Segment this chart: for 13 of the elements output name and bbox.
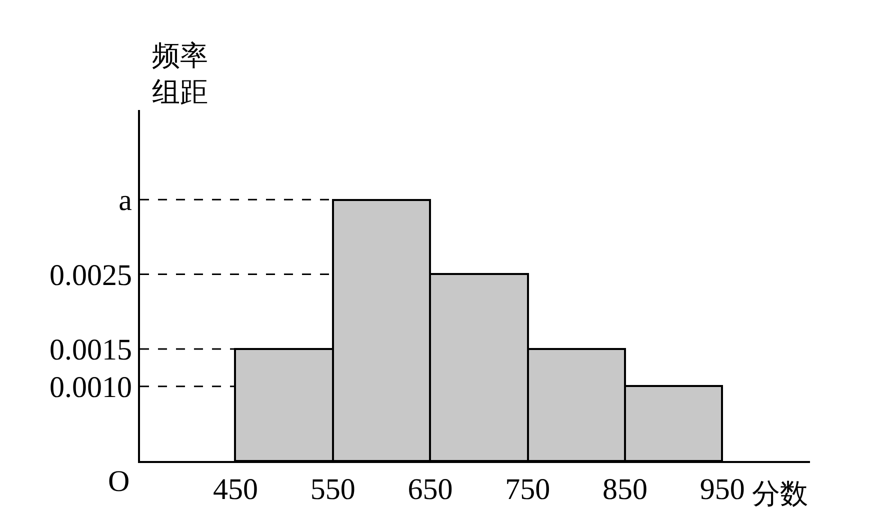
y-axis-title: 频率组距: [152, 39, 208, 108]
y-tick-label: 0.0010: [50, 370, 132, 404]
x-tick-label: 650: [408, 473, 453, 506]
x-tick-label: 750: [505, 473, 550, 506]
y-tick-label: a: [118, 184, 132, 218]
y-tick-label: 0.0015: [50, 333, 132, 366]
text: O: [108, 465, 130, 498]
y-tick-label: 0.0025: [50, 258, 132, 292]
x-tick-label: 450: [212, 473, 258, 506]
x-tick-label: 950: [700, 473, 745, 506]
x-tick-label: 850: [602, 473, 648, 506]
x-axis-title: 分数: [752, 477, 808, 510]
x-tick-label: 550: [310, 473, 356, 506]
